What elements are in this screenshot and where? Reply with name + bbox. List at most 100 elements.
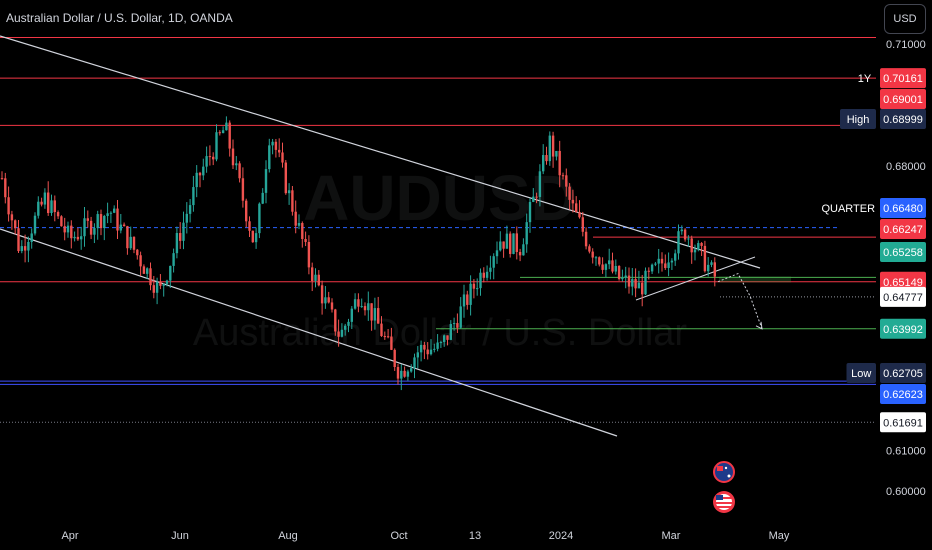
candle-body <box>14 220 17 229</box>
candle-body <box>86 218 89 221</box>
candle-body <box>393 349 396 367</box>
candle-body <box>581 217 584 232</box>
time-axis[interactable]: Apr Jun Aug Oct 13 2024 Mar May <box>61 530 789 542</box>
candle-body <box>522 244 525 256</box>
candle-body <box>380 323 383 337</box>
candle-body <box>568 186 571 200</box>
economic-event-icons[interactable] <box>713 461 735 513</box>
candle-body <box>426 349 429 355</box>
candle-body <box>680 229 683 232</box>
candle-body <box>40 201 43 205</box>
price-tag-value: 0.61691 <box>883 417 923 429</box>
candle-body <box>532 196 535 202</box>
candle-body <box>4 178 7 198</box>
candle-body <box>476 288 479 290</box>
candle-body <box>515 233 518 252</box>
candle-body <box>551 135 555 157</box>
price-tag <box>880 219 926 239</box>
candle-body <box>657 258 660 264</box>
candle-body <box>654 263 657 265</box>
candle-body <box>459 306 462 328</box>
candle-body <box>139 255 142 267</box>
candle-body <box>429 349 433 355</box>
candle-body <box>410 368 413 372</box>
candle-body <box>80 236 83 240</box>
candle-body <box>373 308 377 321</box>
candle-body <box>60 216 63 227</box>
time-tick-label: Aug <box>278 530 298 542</box>
time-tick-label: May <box>769 530 790 542</box>
candle-body <box>403 370 406 377</box>
candle-body <box>561 175 565 177</box>
candle-body <box>518 251 522 256</box>
us-flag-icon[interactable] <box>713 491 735 513</box>
candle-body <box>337 331 340 337</box>
candle-body <box>449 323 452 340</box>
candle-body <box>660 258 664 264</box>
price-tag <box>880 286 926 307</box>
candle-body <box>129 236 132 249</box>
candle-body <box>287 190 291 194</box>
candle-body <box>452 323 456 325</box>
level-side-label: 1Y <box>858 73 872 85</box>
candle-body <box>624 275 627 278</box>
candle-body <box>221 130 225 134</box>
candle-body <box>466 294 469 305</box>
candle-body <box>0 178 4 180</box>
australia-flag-icon[interactable] <box>713 461 735 483</box>
candle-body <box>436 342 439 349</box>
candle-body <box>241 178 245 201</box>
candle-body <box>485 271 489 278</box>
time-tick-label: Mar <box>662 530 681 542</box>
support-zone[interactable] <box>719 276 791 283</box>
candle-body <box>363 306 367 311</box>
candle-body <box>667 262 670 268</box>
candle-body <box>205 156 208 167</box>
price-tags: 0.70161 1Y 0.69001 0.68999 High 0.66480 QUARTE… <box>821 68 926 433</box>
symbol-title[interactable]: Australian Dollar / U.S. Dollar, 1D, OAN… <box>6 11 233 25</box>
candle-body <box>492 256 495 268</box>
descending-channel[interactable] <box>0 35 761 437</box>
candle-body <box>683 229 687 240</box>
price-tag <box>880 198 926 218</box>
candle-body <box>261 192 264 204</box>
candle-body <box>103 215 106 229</box>
candle-body <box>608 260 611 265</box>
candle-body <box>499 241 502 251</box>
candle-body <box>50 200 53 214</box>
channel-lower-line[interactable] <box>0 228 618 437</box>
time-tick-label: Oct <box>390 530 407 542</box>
candle-body <box>37 201 40 216</box>
candle-body <box>291 190 294 212</box>
candle-body <box>545 155 548 162</box>
candle-body <box>20 246 23 252</box>
price-tag-value: 0.70161 <box>883 73 923 85</box>
candle-body <box>182 222 185 241</box>
watermark-symbol: AUDUSD <box>303 162 577 234</box>
projection-path[interactable] <box>717 272 763 330</box>
candle-body <box>423 344 426 350</box>
channel-upper-line[interactable] <box>0 35 761 269</box>
candle-body <box>512 233 515 254</box>
candle-body <box>228 122 231 149</box>
candle-body <box>479 272 482 289</box>
candle-body <box>360 306 363 308</box>
candle-body <box>83 218 86 237</box>
candle-body <box>122 224 126 227</box>
candle-body <box>419 344 423 353</box>
candle-body <box>571 199 575 204</box>
candle-body <box>235 163 238 166</box>
projection-line[interactable] <box>717 272 763 330</box>
wedge-support-line[interactable] <box>635 256 756 301</box>
candle-body <box>664 263 667 268</box>
level-side-label: Low <box>851 368 871 380</box>
currency-button[interactable]: USD <box>884 4 926 34</box>
candle-body <box>185 213 188 223</box>
candle-body <box>314 274 317 281</box>
candle-body <box>99 214 103 229</box>
candles <box>0 116 716 391</box>
candle-body <box>245 200 248 222</box>
time-tick-label: 2024 <box>549 530 573 542</box>
candle-body <box>386 336 390 338</box>
